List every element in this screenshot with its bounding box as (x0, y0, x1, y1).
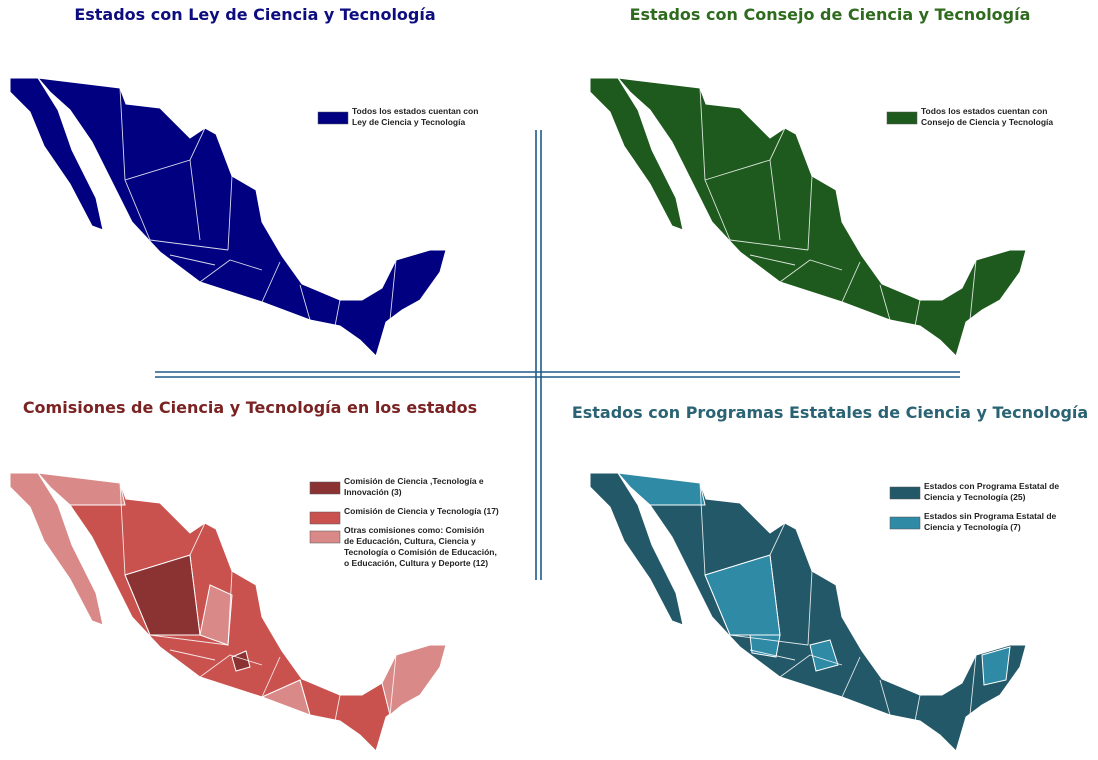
state-border (779, 259, 843, 283)
legend-label: Ciencia y Tecnología (25) (924, 492, 1026, 502)
state-border (704, 574, 731, 636)
state-border (261, 261, 281, 303)
legend-swatch (309, 530, 341, 544)
state-border (704, 179, 731, 241)
state-region (981, 646, 1011, 686)
legend-label: Ley de Ciencia y Tecnología (352, 117, 465, 127)
state-border (124, 574, 151, 636)
state-border (699, 482, 706, 576)
state-border (299, 679, 311, 716)
legend-label: Estados sin Programa Estatal de (924, 511, 1057, 521)
state-region (231, 650, 251, 672)
state-border (169, 649, 216, 661)
state-border (729, 239, 809, 251)
state-border (119, 482, 126, 576)
legend-label: Otras comisiones como: Comisión (344, 525, 484, 535)
state-border (149, 239, 229, 251)
legend-label: Consejo de Ciencia y Tecnología (921, 117, 1053, 127)
state-border (807, 570, 813, 646)
mainland (616, 472, 1027, 752)
legend-swatch (889, 486, 921, 500)
state-border (169, 254, 216, 266)
state-border (779, 654, 843, 678)
state-region (809, 639, 839, 672)
state-border (261, 656, 281, 698)
mainland (36, 77, 447, 357)
state-border (769, 554, 781, 636)
legend-swatch (886, 111, 918, 125)
legend-label: o Educación, Cultura y Deporte (12) (344, 558, 488, 568)
state-region (199, 584, 233, 646)
state-border (189, 554, 201, 636)
legend-label: Todos los estados cuentan con (352, 106, 478, 116)
state-border (879, 284, 891, 321)
state-border (841, 656, 861, 698)
state-border (914, 694, 921, 722)
baja-california (589, 77, 684, 231)
legend-label: de Educación, Cultura, Ciencia y (344, 536, 476, 546)
state-border (189, 159, 201, 241)
state-border (389, 654, 397, 716)
state-region (9, 472, 104, 626)
legend-label: Todos los estados cuentan con (921, 106, 1047, 116)
panel-title: Comisiones de Ciencia y Tecnología en lo… (23, 398, 477, 417)
legend-label: Comisión de Ciencia y Tecnología (17) (344, 506, 499, 516)
mexico-map (9, 472, 447, 752)
state-border (699, 87, 706, 181)
baja-california (589, 472, 684, 626)
state-border (227, 175, 233, 251)
state-border (389, 259, 397, 321)
panel-title: Estados con Programas Estatales de Cienc… (572, 403, 1088, 422)
legend-swatch (317, 111, 349, 125)
state-border (227, 570, 233, 646)
state-region (36, 472, 126, 506)
state-border (769, 159, 781, 241)
state-border (969, 654, 977, 716)
state-border (749, 254, 796, 266)
state-border (807, 175, 813, 251)
legend-swatch (889, 516, 921, 530)
legend-label: Ciencia y Tecnología (7) (924, 522, 1021, 532)
mexico-map (9, 77, 447, 357)
legend-swatch (309, 511, 341, 525)
vertical-divider (535, 130, 542, 580)
baja-california (9, 77, 104, 231)
mainland (616, 77, 1027, 357)
state-border (124, 179, 151, 241)
state-border (299, 284, 311, 321)
legend-label: Estados con Programa Estatal de (924, 481, 1059, 491)
state-region (381, 644, 447, 716)
panel-title: Estados con Consejo de Ciencia y Tecnolo… (630, 5, 1031, 24)
mexico-map (589, 77, 1027, 357)
state-border (729, 634, 809, 646)
state-border (334, 694, 341, 722)
legend-label: Tecnología o Comisión de Educación, (344, 547, 497, 557)
horizontal-divider (155, 371, 960, 378)
state-border (969, 259, 977, 321)
legend-label: Innovación (3) (344, 487, 402, 497)
legend-label: Comisión de Ciencia ,Tecnología e (344, 476, 484, 486)
legend-swatch (309, 481, 341, 495)
state-border (149, 634, 229, 646)
state-border (914, 299, 921, 327)
panel-title: Estados con Ley de Ciencia y Tecnología (74, 5, 435, 24)
state-border (334, 299, 341, 327)
state-region (616, 472, 706, 506)
state-border (119, 87, 126, 181)
state-border (749, 649, 796, 661)
state-border (199, 259, 263, 283)
state-border (841, 261, 861, 303)
state-border (199, 654, 263, 678)
mexico-map (589, 472, 1027, 752)
state-border (879, 679, 891, 716)
